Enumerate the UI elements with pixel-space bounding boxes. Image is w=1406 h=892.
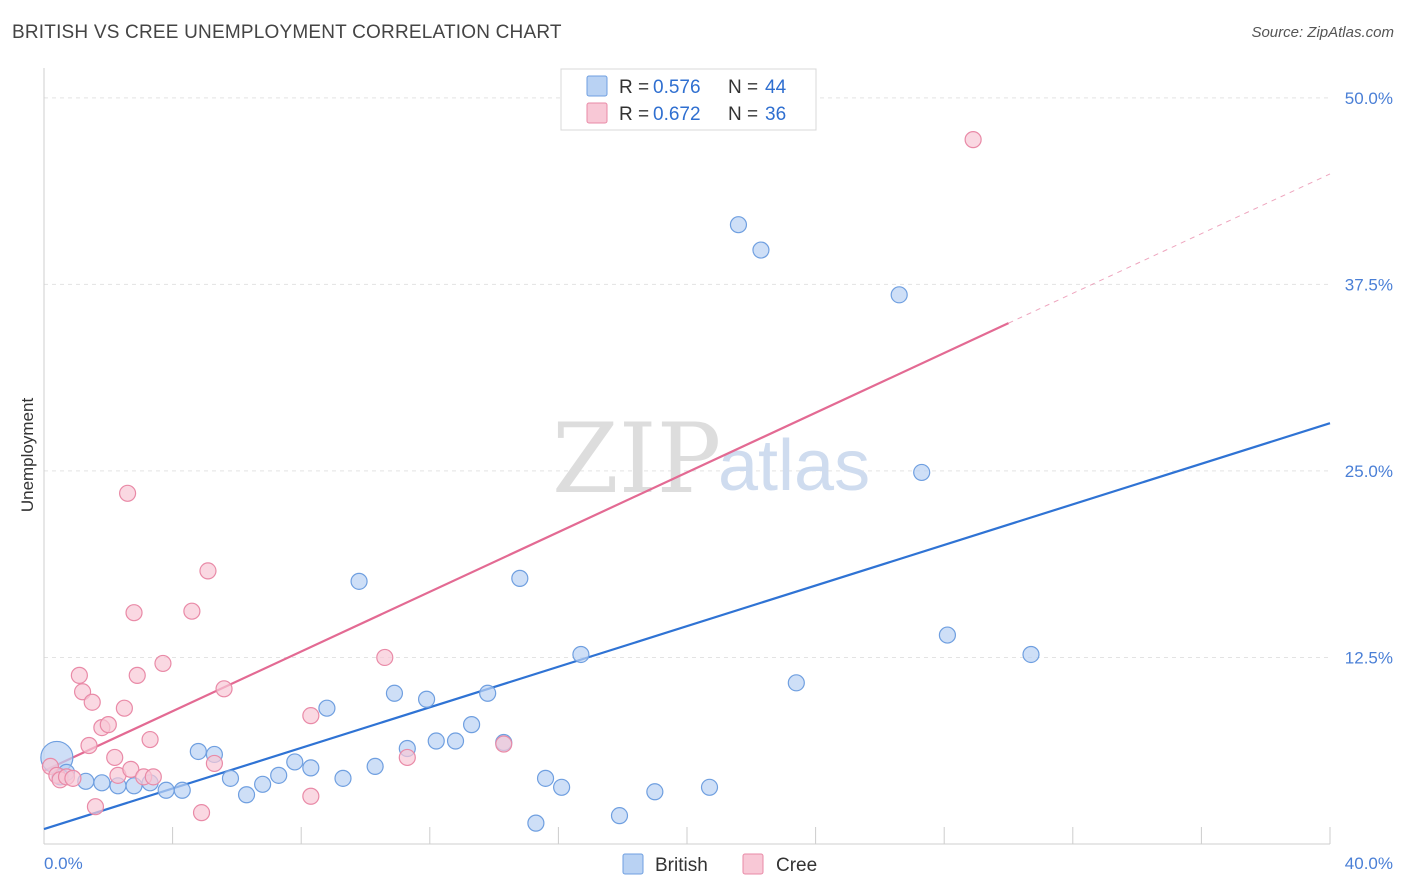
bottom-legend-swatch-british (622, 853, 644, 875)
y-tick-label: 12.5% (1345, 648, 1393, 667)
cree-point (398, 748, 416, 767)
british-point (1022, 645, 1040, 664)
british-point (417, 690, 436, 708)
cree-point (99, 716, 117, 734)
legend-cree-n-label: N = (728, 104, 758, 125)
x-tick-label: 0.0% (44, 854, 83, 873)
british-point (462, 716, 481, 734)
british-point (318, 699, 336, 717)
british-point (93, 774, 111, 792)
legend-british-n-label: N = (728, 77, 758, 98)
y-tick-label: 37.5% (1345, 275, 1393, 294)
british-point (787, 674, 805, 692)
british-point (173, 781, 191, 799)
bottom-legend-british: British (655, 855, 708, 876)
british-point (700, 778, 719, 796)
cree-point (495, 735, 513, 753)
cree-point (199, 562, 217, 580)
british-point (511, 569, 529, 587)
legend: R = 0.576 N = 44 R = 0.672 N = 36 (560, 68, 817, 131)
cree-point (205, 754, 223, 773)
british-point (221, 769, 240, 787)
watermark: ZIP atlas (552, 403, 870, 515)
legend-swatch-british (586, 75, 608, 97)
bottom-legend-cree: Cree (776, 855, 817, 876)
british-point (350, 572, 368, 590)
british-point (752, 241, 770, 259)
x-tick-labels: 0.0% 40.0% (44, 854, 1393, 873)
cree-point (144, 768, 162, 786)
legend-cree-r-value: 0.672 (653, 104, 701, 125)
cree-point (192, 804, 211, 822)
cree-point (122, 760, 140, 778)
british-point (237, 786, 256, 804)
y-tick-labels: 12.5% 25.0% 37.5% 50.0% (1345, 89, 1393, 668)
cree-point (302, 787, 320, 805)
watermark-zip: ZIP (552, 403, 721, 515)
british-point (366, 757, 384, 776)
cree-point (141, 730, 159, 749)
british-point (302, 759, 320, 777)
legend-british-n-value: 44 (765, 77, 787, 98)
cree-point (115, 699, 133, 717)
cree-point (183, 602, 201, 620)
points-layer (40, 131, 1040, 832)
british-trendline (43, 422, 1331, 831)
x-tick-label: 40.0% (1345, 854, 1393, 873)
cree-point (106, 748, 124, 767)
cree-point (302, 707, 320, 725)
british-point (446, 732, 465, 750)
british-point (157, 781, 175, 799)
british-point (479, 684, 497, 702)
british-point (536, 769, 555, 787)
cree-trendline-extension (1008, 173, 1331, 324)
trend-layer (43, 173, 1331, 831)
legend-british-r-value: 0.576 (653, 77, 701, 98)
chart-title: BRITISH VS CREE UNEMPLOYMENT CORRELATION… (12, 22, 562, 43)
y-tick-label: 50.0% (1345, 89, 1393, 108)
cree-point (86, 798, 105, 816)
british-point (938, 626, 957, 644)
cree-point (80, 736, 98, 755)
british-point (254, 775, 272, 793)
bottom-legend-swatch-cree (742, 853, 764, 875)
british-point (334, 769, 352, 787)
british-point (189, 742, 207, 761)
british-point (572, 645, 590, 664)
cree-point (215, 680, 233, 698)
cree-point (83, 693, 101, 711)
british-point (270, 766, 288, 784)
cree-trendline (43, 322, 1009, 772)
legend-cree-n-value: 36 (765, 104, 786, 125)
cree-point (70, 666, 88, 684)
cree-point (118, 484, 137, 502)
cree-point (376, 648, 394, 667)
british-point (385, 684, 404, 702)
cree-point (128, 666, 146, 684)
legend-cree-r-label: R = (619, 104, 649, 125)
cree-point (64, 769, 82, 787)
bottom-legend: British Cree (622, 853, 817, 876)
legend-swatch-cree (586, 102, 608, 124)
axis-layer (43, 68, 1330, 845)
british-point (286, 753, 304, 771)
british-point (527, 814, 545, 832)
cree-point (125, 604, 143, 622)
cree-point (154, 654, 172, 673)
british-point (427, 732, 445, 750)
watermark-atlas: atlas (718, 426, 870, 506)
british-point (913, 463, 931, 482)
british-point (646, 783, 664, 801)
cree-point (964, 131, 982, 149)
british-point (890, 286, 908, 304)
british-point (729, 216, 748, 234)
legend-british-r-label: R = (619, 77, 649, 98)
british-point (553, 778, 571, 796)
source-label: Source: ZipAtlas.com (1251, 24, 1394, 41)
y-tick-label: 25.0% (1345, 462, 1393, 481)
british-point (610, 807, 629, 825)
